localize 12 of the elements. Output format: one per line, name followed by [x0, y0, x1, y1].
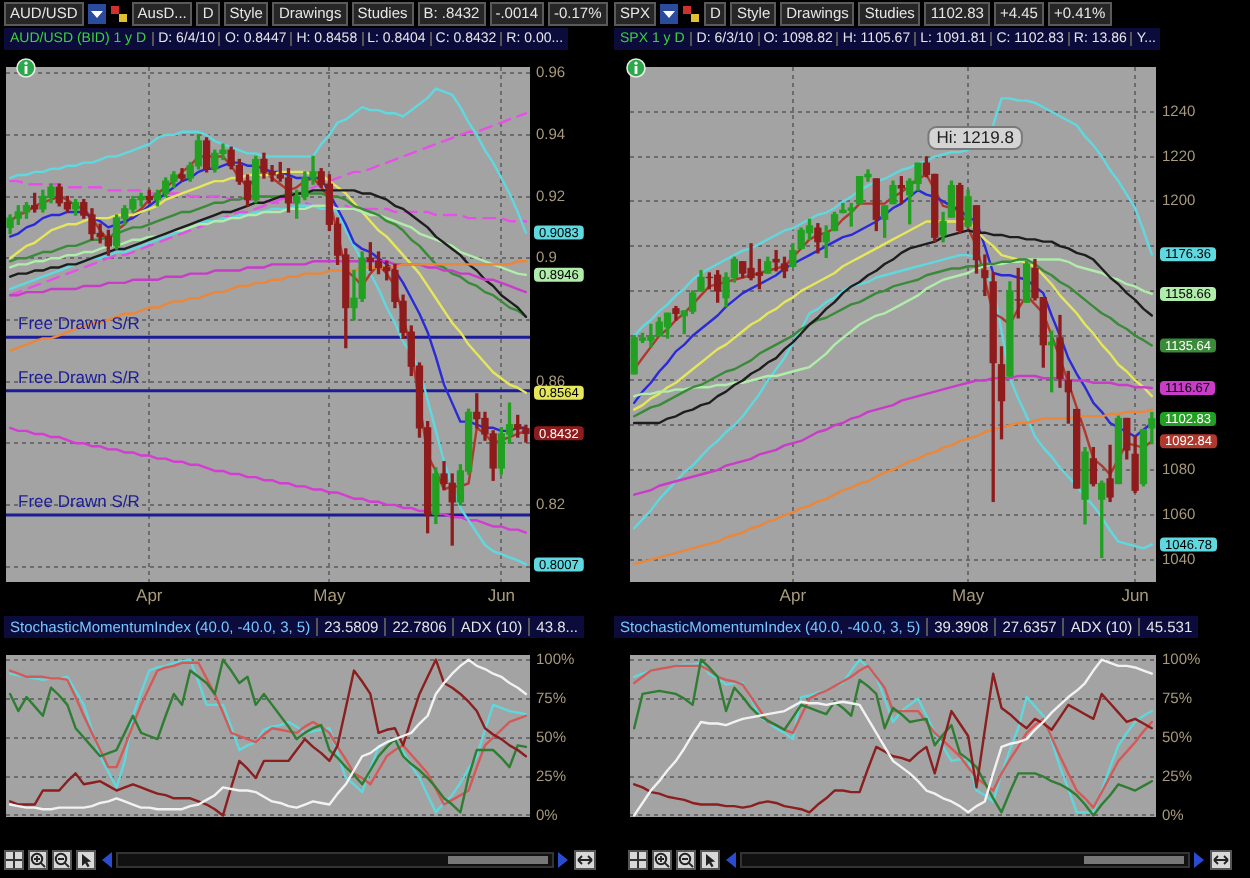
x-tick-label: Jun: [1121, 584, 1150, 605]
line-series: [8, 112, 528, 297]
x-tick-label: Jun: [487, 584, 516, 605]
annotation: Hi: 1219.8: [936, 127, 1015, 148]
candlestick: [647, 323, 655, 348]
candlestick: [772, 249, 780, 272]
x-tick-label: May: [952, 584, 986, 605]
x-tick-label: Apr: [136, 584, 163, 605]
x-tick-label: May: [313, 584, 347, 605]
ref-line-label: Free Drawn S/R: [18, 366, 140, 387]
x-tick-label: Apr: [779, 584, 807, 605]
ref-line-label: Free Drawn S/R: [18, 491, 140, 512]
